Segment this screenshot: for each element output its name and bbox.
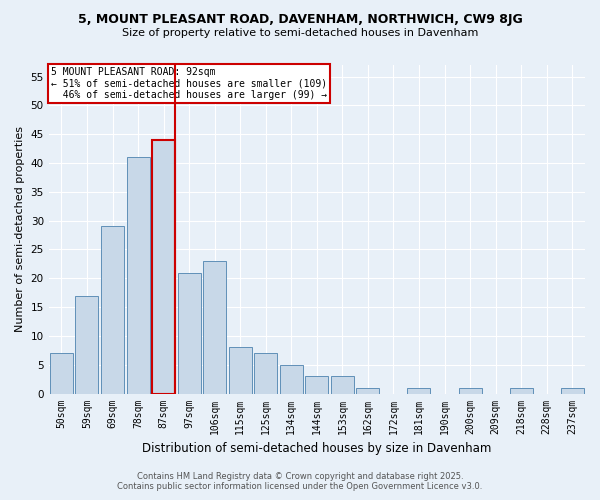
Text: 5, MOUNT PLEASANT ROAD, DAVENHAM, NORTHWICH, CW9 8JG: 5, MOUNT PLEASANT ROAD, DAVENHAM, NORTHW… (77, 12, 523, 26)
Bar (305, 376, 328, 394)
Bar (254, 353, 277, 394)
Bar (280, 364, 303, 394)
Bar (458, 388, 482, 394)
Bar (509, 388, 533, 394)
Bar (178, 272, 200, 394)
Y-axis label: Number of semi-detached properties: Number of semi-detached properties (15, 126, 25, 332)
Bar (76, 296, 98, 394)
Bar (229, 348, 252, 394)
Bar (331, 376, 354, 394)
Text: Size of property relative to semi-detached houses in Davenham: Size of property relative to semi-detach… (122, 28, 478, 38)
Bar (127, 157, 149, 394)
Text: 5 MOUNT PLEASANT ROAD: 92sqm
← 51% of semi-detached houses are smaller (109)
  4: 5 MOUNT PLEASANT ROAD: 92sqm ← 51% of se… (52, 66, 328, 100)
Bar (50, 353, 73, 394)
Bar (356, 388, 379, 394)
X-axis label: Distribution of semi-detached houses by size in Davenham: Distribution of semi-detached houses by … (142, 442, 491, 455)
Bar (203, 261, 226, 394)
Bar (407, 388, 430, 394)
Text: Contains HM Land Registry data © Crown copyright and database right 2025.
Contai: Contains HM Land Registry data © Crown c… (118, 472, 482, 491)
Bar (101, 226, 124, 394)
Bar (152, 140, 175, 394)
Bar (561, 388, 584, 394)
